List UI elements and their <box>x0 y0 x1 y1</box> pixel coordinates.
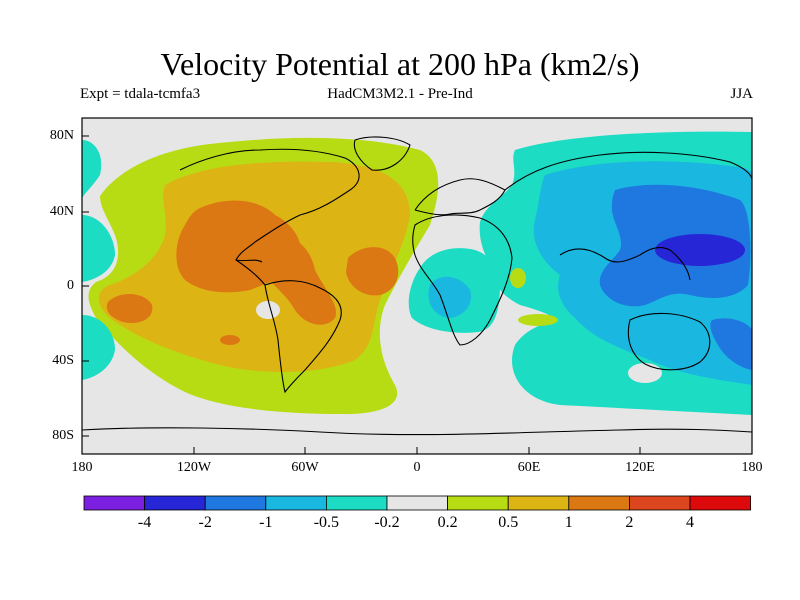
colorbar-swatch <box>265 495 327 511</box>
colorbar-swatch <box>689 495 751 511</box>
colorbar-label: 1 <box>564 514 573 531</box>
colorbar-swatch <box>386 495 448 511</box>
lon-label-180w: 180 <box>71 460 93 475</box>
experiment-label: Expt = tdala-tcmfa3 <box>80 86 201 102</box>
coastline-central-america <box>235 259 266 286</box>
coastline-australia <box>627 312 711 371</box>
colorbar-label: 2 <box>625 514 634 531</box>
colorbar-swatch <box>83 495 145 511</box>
lat-label-40s: 40S <box>52 353 74 368</box>
lat-label-80s: 80S <box>52 428 74 443</box>
negative-band-west-south <box>82 315 115 380</box>
colorbar-label: -2 <box>198 514 212 531</box>
positive-region-core-central <box>258 234 336 325</box>
lat-label-80n: 80N <box>49 128 74 143</box>
coastlines <box>82 136 752 436</box>
model-label: HadCM3M2.1 - Pre-Ind <box>327 86 473 102</box>
colorbar-label: 0.5 <box>498 514 519 531</box>
season-label: JJA <box>730 86 753 102</box>
colorbar-swatch <box>204 495 267 511</box>
lat-ticks <box>82 135 89 437</box>
lon-label-0: 0 <box>413 460 421 475</box>
coastline-africa <box>412 214 513 346</box>
colorbar-swatch <box>568 495 630 511</box>
colorbar-label: -4 <box>137 514 152 531</box>
negative-band-west-edge <box>82 140 102 200</box>
positive-spot-east-africa <box>510 268 526 288</box>
coastline-europe <box>414 178 506 216</box>
lon-label-120e: 120E <box>625 460 655 475</box>
neutral-hole-australia <box>628 363 662 383</box>
colorbar-swatch <box>629 495 691 511</box>
negative-region-africa-inner <box>428 276 472 318</box>
colorbar <box>83 495 751 511</box>
colorbar-swatch <box>325 495 388 511</box>
lon-label-180e: 180 <box>741 460 763 475</box>
coastline-greenland <box>353 136 411 171</box>
lat-label-0: 0 <box>67 278 74 293</box>
positive-region-core-atlantic <box>346 247 399 296</box>
lon-label-60w: 60W <box>291 460 319 475</box>
colorbar-swatch <box>507 495 570 511</box>
colorbar-label: 4 <box>686 514 694 531</box>
colorbar-label: -0.5 <box>313 514 340 531</box>
colorbar-label: -1 <box>259 514 273 531</box>
coastline-asia <box>504 151 752 281</box>
coastline-north-america <box>179 148 360 263</box>
positive-spot-indian-ocean <box>518 314 558 326</box>
colorbar-swatch <box>144 495 206 511</box>
colorbar-label: 0.2 <box>437 514 458 531</box>
lon-label-60e: 60E <box>517 460 541 475</box>
lon-label-120w: 120W <box>176 460 212 475</box>
lon-ticks <box>193 447 641 454</box>
colorbar-swatch <box>447 495 509 511</box>
neutral-hole-pacific <box>256 301 280 319</box>
negative-region-southeast <box>710 318 752 370</box>
positive-region-core-pacific <box>106 294 153 324</box>
positive-spot-south-pacific <box>220 335 240 345</box>
coastline-south-america <box>264 280 342 394</box>
map-title: Velocity Potential at 200 hPa (km2/s) <box>160 46 640 82</box>
negative-band-west-tropics <box>82 215 115 282</box>
colorbar-label: -0.2 <box>374 514 400 531</box>
contour-field <box>82 118 752 454</box>
lat-label-40n: 40N <box>49 204 74 219</box>
negative-region-core <box>655 234 745 266</box>
coastline-antarctica <box>82 427 752 436</box>
